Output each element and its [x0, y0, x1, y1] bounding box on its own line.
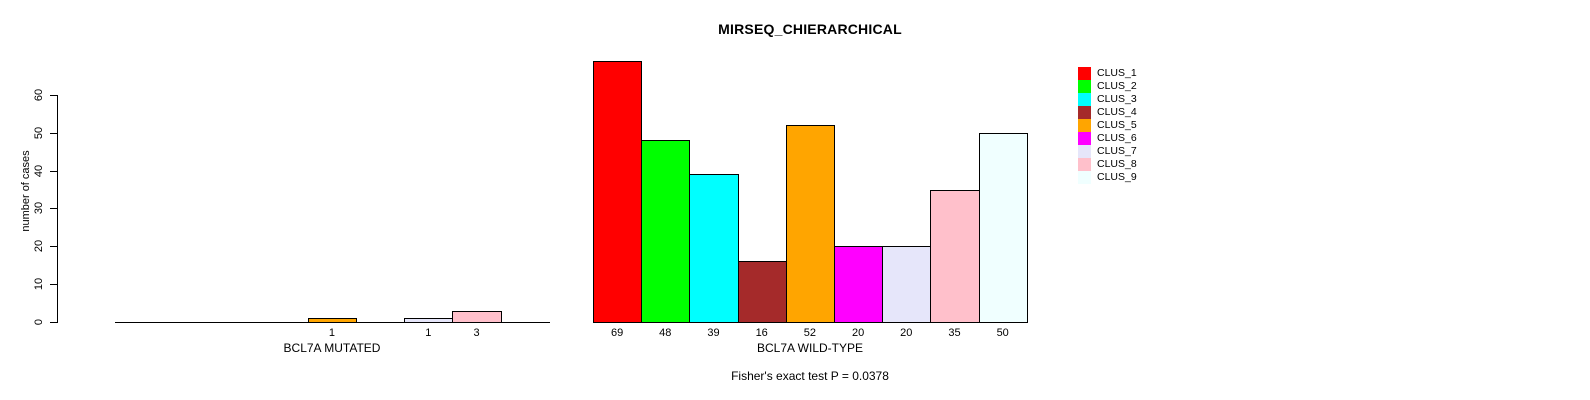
bar-value-label: 1 — [328, 327, 335, 339]
bar-value-label: 1 — [425, 327, 432, 339]
legend-label-CLUS_3: CLUS_3 — [1097, 93, 1137, 105]
legend-label-CLUS_4: CLUS_4 — [1097, 106, 1137, 118]
legend-swatch-CLUS_7 — [1078, 144, 1091, 158]
legend-label-CLUS_2: CLUS_2 — [1097, 80, 1137, 92]
y-axis-line — [57, 95, 58, 323]
legend-label-CLUS_5: CLUS_5 — [1097, 119, 1137, 131]
x-axis-group-label-mutated: BCL7A MUTATED — [283, 341, 381, 355]
y-axis-tick — [50, 133, 57, 134]
bar-CLUS_4 — [738, 261, 787, 323]
y-axis-tick — [50, 322, 57, 323]
bar-value-label: 52 — [803, 327, 817, 339]
y-axis-label: number of cases — [20, 150, 32, 232]
y-axis-tick-label: 30 — [33, 201, 45, 215]
legend-label-CLUS_1: CLUS_1 — [1097, 67, 1137, 79]
bar-CLUS_7 — [882, 246, 931, 323]
y-axis-tick — [50, 95, 57, 96]
y-axis-tick — [50, 246, 57, 247]
bar-CLUS_5 — [786, 125, 835, 323]
legend-swatch-CLUS_1 — [1078, 66, 1091, 80]
chart-title: MIRSEQ_CHIERARCHICAL — [718, 21, 902, 37]
legend-label-CLUS_9: CLUS_9 — [1097, 171, 1137, 183]
y-axis-tick — [50, 208, 57, 209]
legend-swatch-CLUS_3 — [1078, 92, 1091, 106]
y-axis-tick-label: 50 — [33, 126, 45, 140]
legend-swatch-CLUS_8 — [1078, 157, 1091, 171]
bar-value-label: 20 — [851, 327, 865, 339]
bar-CLUS_9 — [979, 133, 1028, 323]
x-axis-group-label-wildtype: BCL7A WILD-TYPE — [756, 341, 864, 355]
bar-value-label: 20 — [900, 327, 913, 339]
y-axis-tick — [50, 171, 57, 172]
bar-value-label: 50 — [996, 327, 1009, 339]
bar-value-label: 69 — [610, 327, 624, 339]
bar-CLUS_8 — [452, 311, 502, 323]
legend-swatch-CLUS_5 — [1078, 118, 1091, 132]
y-axis-tick-label: 0 — [33, 318, 45, 326]
y-axis-tick-label: 10 — [33, 277, 45, 291]
y-axis-tick-label: 60 — [33, 88, 45, 102]
bar-CLUS_7 — [404, 318, 453, 323]
bar-CLUS_5 — [308, 318, 357, 323]
y-axis-tick-label: 20 — [33, 239, 45, 253]
bar-CLUS_6 — [834, 246, 883, 323]
legend-swatch-CLUS_2 — [1078, 79, 1091, 93]
legend-swatch-CLUS_6 — [1078, 131, 1091, 145]
bar-CLUS_1 — [593, 61, 642, 323]
bar-value-label: 3 — [473, 327, 480, 339]
bar-value-label: 39 — [707, 327, 720, 339]
legend-label-CLUS_6: CLUS_6 — [1097, 132, 1137, 144]
y-axis-tick — [50, 284, 57, 285]
bar-CLUS_3 — [689, 174, 739, 323]
legend-label-CLUS_8: CLUS_8 — [1097, 158, 1137, 170]
y-axis-tick-label: 40 — [33, 164, 45, 178]
bar-CLUS_2 — [641, 140, 690, 323]
legend-label-CLUS_7: CLUS_7 — [1097, 145, 1137, 157]
bar-CLUS_8 — [930, 190, 980, 323]
fisher-test-annotation: Fisher's exact test P = 0.0378 — [731, 369, 889, 383]
legend-swatch-CLUS_4 — [1078, 105, 1091, 119]
legend-swatch-CLUS_9 — [1078, 170, 1091, 184]
bar-value-label: 48 — [659, 327, 672, 339]
bar-value-label: 35 — [948, 327, 961, 339]
bar-value-label: 16 — [755, 327, 768, 339]
